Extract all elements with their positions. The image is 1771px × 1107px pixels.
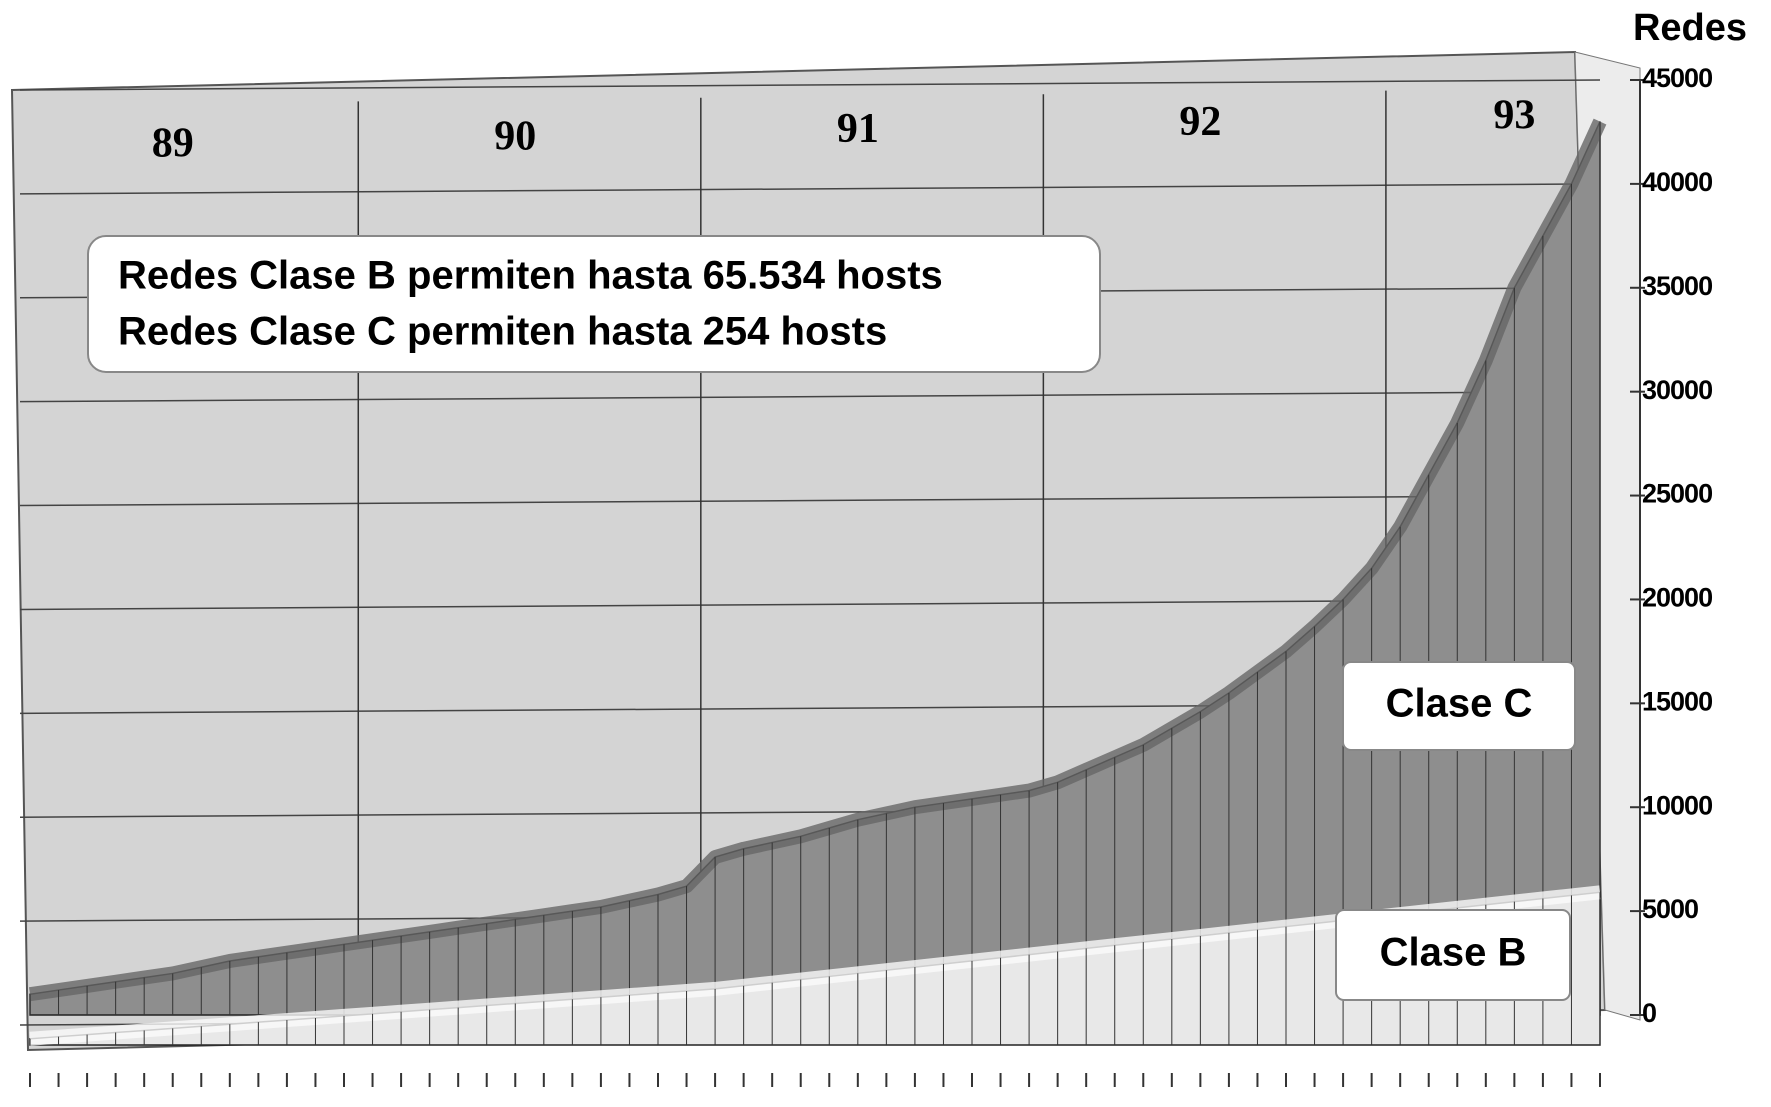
y-axis-label: Redes [1633, 7, 1747, 49]
grid-line [19, 79, 1601, 91]
y-tick-label: 15000 [1642, 686, 1712, 716]
legend-box [1342, 661, 1576, 751]
x-tick-label: 91 [837, 106, 879, 152]
annotation: Redes Clase B permiten hasta 65.534 host… [118, 254, 943, 298]
annotation: Redes Clase C permiten hasta 254 hosts [118, 310, 887, 354]
legend-box [1335, 909, 1571, 1001]
x-tick-label: 92 [1179, 99, 1221, 145]
y-tick-label: 5000 [1642, 894, 1698, 924]
y-tick-label: 45000 [1642, 63, 1712, 93]
y-tick-label: 0 [1642, 998, 1656, 1028]
x-tick-label: 89 [152, 121, 194, 167]
y-tick-label: 10000 [1642, 790, 1712, 820]
x-tick-label: 93 [1493, 92, 1535, 138]
y-tick-label: 25000 [1642, 479, 1712, 509]
legend-label: Clase C [1386, 682, 1533, 726]
y-tick-label: 35000 [1642, 271, 1712, 301]
area-top [28, 118, 1607, 1002]
grid-line [19, 494, 1601, 507]
y-tick-label: 30000 [1642, 375, 1712, 405]
y-tick-label: 40000 [1642, 167, 1712, 197]
annotation-box [87, 235, 1101, 373]
legend-label: Clase B [1380, 931, 1527, 975]
grid-line [19, 183, 1601, 195]
x-tick-label: 90 [494, 113, 536, 159]
grid-line [19, 390, 1601, 403]
y-tick-label: 20000 [1642, 583, 1712, 613]
